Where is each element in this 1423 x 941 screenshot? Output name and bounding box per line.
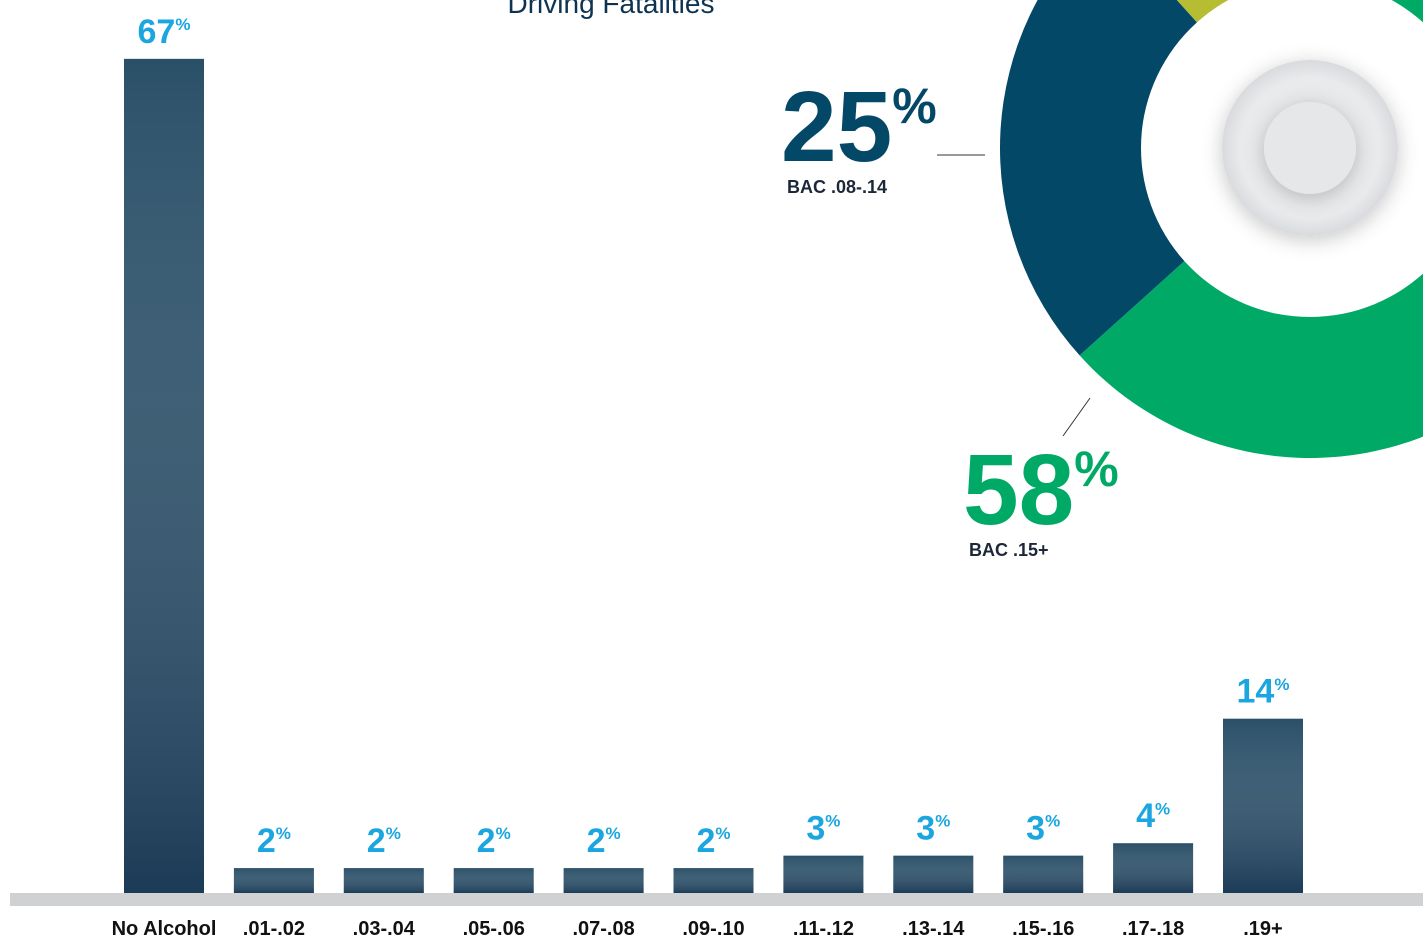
baseline-bar [10, 893, 1423, 906]
bar-shade [893, 855, 974, 893]
value-label: 3% [806, 810, 840, 848]
bar-shade [343, 868, 424, 893]
center-core [1264, 102, 1356, 194]
value-label: 25% [781, 71, 937, 183]
x-tick-label: .09-.10 [682, 918, 744, 940]
value-label: 58% [963, 434, 1119, 546]
x-tick-label: .13-.14 [902, 918, 965, 940]
bar-shade [1113, 843, 1194, 893]
x-tick-label: .15-.16 [1012, 918, 1074, 940]
x-tick-label: .19+ [1243, 918, 1282, 940]
donut-segment [1176, 0, 1231, 24]
value-label: 67% [138, 13, 191, 51]
bar-shade [783, 855, 864, 893]
bar-shade [124, 58, 204, 894]
x-tick-label: No Alcohol [112, 918, 217, 940]
value-label: 2% [587, 822, 621, 860]
chart-title: Driving Fatalities [508, 0, 715, 19]
value-label: 2% [477, 822, 511, 860]
x-tick-label: .01-.02 [243, 918, 305, 940]
value-label: 2% [696, 822, 730, 860]
x-tick-label: .07-.08 [572, 918, 634, 940]
value-label: 2% [367, 822, 401, 860]
bar-shade [233, 868, 314, 893]
bar-shade [673, 868, 754, 893]
segment-label: BAC .15+ [969, 540, 1049, 560]
segment-label: BAC .08-.14 [787, 177, 887, 197]
donut-segment [1079, 0, 1423, 458]
value-label: 3% [916, 810, 950, 848]
value-label: 14% [1237, 673, 1290, 711]
bar-shade [1223, 718, 1303, 893]
bar-shade [1003, 855, 1084, 893]
donut-segment [1000, 0, 1198, 356]
value-label: 4% [1136, 797, 1170, 835]
bar-shade [563, 868, 644, 893]
x-tick-label: .17-.18 [1122, 918, 1184, 940]
bar-shade [453, 868, 534, 893]
x-tick-label: .11-.12 [793, 918, 854, 940]
value-label: 3% [1026, 810, 1060, 848]
leader-line [1062, 397, 1091, 437]
x-tick-label: .05-.06 [463, 918, 525, 940]
donut [1000, 0, 1423, 458]
x-tick-label: .03-.04 [353, 918, 416, 940]
value-label: 2% [257, 822, 291, 860]
